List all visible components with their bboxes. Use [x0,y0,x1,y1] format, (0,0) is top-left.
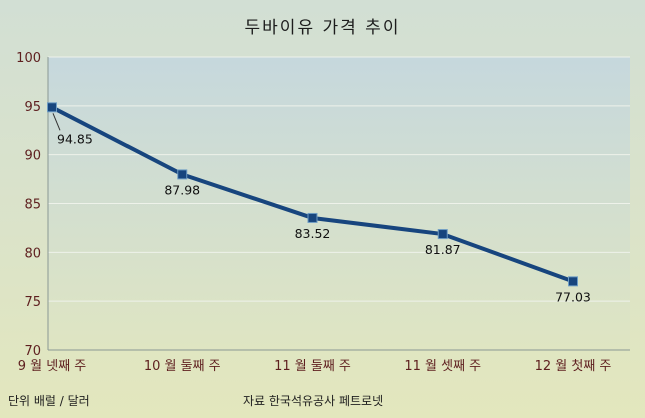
y-tick-label: 85 [24,198,41,213]
data-point-marker [437,229,448,240]
x-tick-label: 12 월 첫째 주 [535,359,612,374]
x-tick-label: 10 월 둘째 주 [144,359,221,374]
chart-title: 두바이유 가격 추이 [244,18,401,38]
y-tick-label: 95 [24,100,41,115]
y-tick-label: 75 [24,295,41,310]
data-label: 81.87 [425,242,461,257]
unit-note: 단위 배럴 / 달러 [8,394,90,408]
source-note: 자료 한국석유공사 페트로넷 [243,394,384,408]
chart-layers: 70 75 80 85 90 95 100 9 월 넷째 주 10 월 둘째 주 11 월 둘째 … [16,51,630,374]
y-tick-label: 90 [24,149,41,164]
y-tick-label: 100 [16,51,41,66]
data-label: 83.52 [295,226,331,241]
label-leader-line [52,113,61,131]
data-point-marker [307,212,318,223]
data-label: 87.98 [164,182,200,197]
y-tick-label: 80 [24,246,41,261]
x-tick-label: 11 월 셋째 주 [404,359,481,374]
data-point-marker [568,276,578,287]
data-point-marker [177,169,188,180]
data-point-marker [47,102,57,113]
x-tick-label: 9 월 넷째 주 [18,359,87,374]
y-tick-label: 70 [24,344,41,359]
data-label: 94.85 [57,131,93,146]
data-label: 77.03 [555,289,591,304]
x-tick-label: 11 월 둘째 주 [274,359,351,374]
